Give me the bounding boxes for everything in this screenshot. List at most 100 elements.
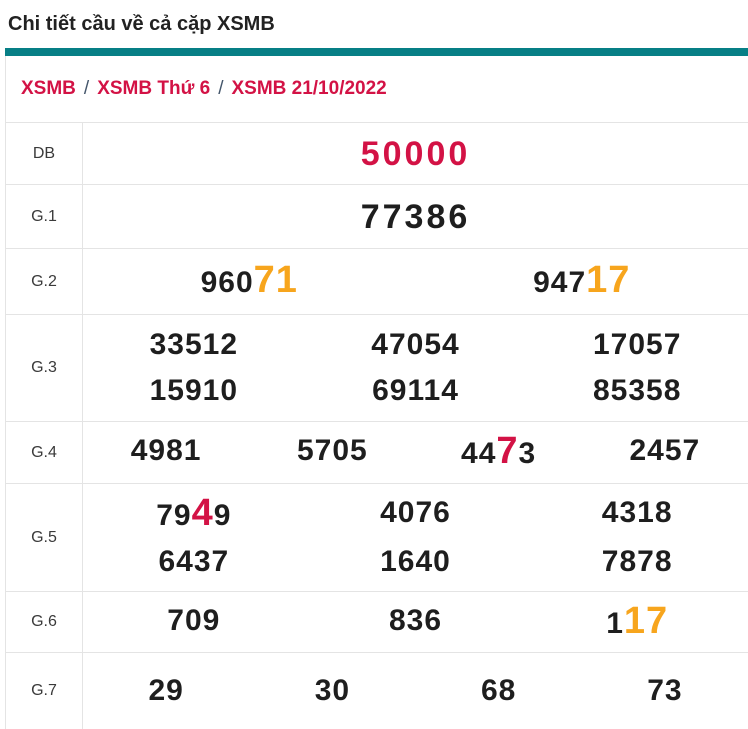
highlighted-digit: 7 — [496, 430, 518, 472]
prize-number: 29 — [83, 668, 249, 714]
prize-number: 30 — [249, 668, 415, 714]
prize-line: 50000 — [83, 131, 748, 177]
number-segment: 1640 — [380, 545, 451, 578]
prize-row-content: 33512 47054 17057 15910 69114 85358 — [83, 315, 748, 421]
content-panel: XSMB / XSMB Thứ 6 / XSMB 21/10/2022 DB 50… — [5, 56, 748, 729]
number-segment: 9 — [214, 499, 232, 532]
prize-number: 7878 — [526, 539, 748, 585]
prize-number: 94717 — [416, 257, 748, 306]
breadcrumb-link-weekday[interactable]: XSMB Thứ 6 — [97, 78, 210, 100]
prize-row-content: 29 30 68 73 — [83, 653, 748, 729]
number-segment: 5705 — [297, 434, 368, 467]
prize-number: 836 — [305, 598, 527, 647]
prize-number: 17057 — [526, 322, 748, 368]
highlighted-digit: 71 — [254, 259, 298, 301]
highlighted-digit: 4 — [192, 492, 214, 534]
prize-row-label: G.1 — [6, 185, 83, 248]
prize-number: 73 — [582, 668, 748, 714]
prize-number: 85358 — [526, 368, 748, 414]
number-segment: 47054 — [371, 328, 459, 361]
prize-number: 7949 — [83, 490, 305, 539]
prize-line: 77386 — [83, 194, 748, 240]
prize-number: 4318 — [526, 490, 748, 539]
prize-row-content: 709 836 117 — [83, 592, 748, 652]
page-title: Chi tiết cầu về cả cặp XSMB — [0, 0, 748, 48]
prize-line: 6437 1640 7878 — [83, 539, 748, 585]
prize-row-label: G.7 — [6, 653, 83, 729]
number-segment: 836 — [389, 604, 442, 637]
prize-number: 69114 — [305, 368, 527, 414]
number-segment: 30 — [315, 674, 350, 707]
prize-line: 29 30 68 73 — [83, 668, 748, 714]
prize-row: G.1 77386 — [6, 185, 748, 249]
highlighted-digit: 17 — [624, 600, 668, 642]
number-segment: 709 — [167, 604, 220, 637]
prize-row-content: 77386 — [83, 185, 748, 248]
number-segment: 960 — [201, 266, 254, 299]
number-segment: 69114 — [372, 374, 459, 407]
prize-number: 5705 — [249, 428, 415, 477]
prize-line: 709 836 117 — [83, 598, 748, 647]
prize-row-label: G.6 — [6, 592, 83, 652]
prize-number: 4076 — [305, 490, 527, 539]
breadcrumb-separator: / — [218, 78, 223, 100]
prize-number: 4981 — [83, 428, 249, 477]
number-segment: 73 — [647, 674, 682, 707]
prize-number: 68 — [416, 668, 582, 714]
number-segment: 15910 — [150, 374, 238, 407]
prize-number: 15910 — [83, 368, 305, 414]
prize-row-label: DB — [6, 123, 83, 184]
highlighted-digit: 17 — [586, 259, 630, 301]
prize-row: G.7 29 30 68 73 — [6, 653, 748, 729]
breadcrumb-link-xsmb[interactable]: XSMB — [21, 78, 76, 100]
prize-row-content: 7949 4076 4318 6437 1640 7878 — [83, 484, 748, 591]
prize-line: 15910 69114 85358 — [83, 368, 748, 414]
number-segment: 50000 — [361, 135, 471, 173]
number-segment: 79 — [156, 499, 191, 532]
prize-row-content: 50000 — [83, 123, 748, 184]
prize-number: 50000 — [83, 131, 748, 177]
prize-row-label: G.2 — [6, 249, 83, 314]
number-segment: 68 — [481, 674, 516, 707]
number-segment: 3 — [519, 437, 537, 470]
number-segment: 77386 — [361, 198, 471, 236]
breadcrumb-link-date[interactable]: XSMB 21/10/2022 — [231, 78, 386, 100]
prize-line: 33512 47054 17057 — [83, 322, 748, 368]
prize-number: 96071 — [83, 257, 416, 306]
number-segment: 4981 — [131, 434, 202, 467]
breadcrumb-separator: / — [84, 78, 89, 100]
number-segment: 85358 — [593, 374, 681, 407]
prize-number: 77386 — [83, 194, 748, 240]
number-segment: 1 — [606, 607, 624, 640]
prize-row: G.3 33512 47054 17057 15910 69114 85358 — [6, 315, 748, 422]
prize-row-label: G.5 — [6, 484, 83, 591]
prize-number: 2457 — [582, 428, 748, 477]
accent-bar — [5, 48, 748, 56]
number-segment: 7878 — [602, 545, 673, 578]
prize-number: 6437 — [83, 539, 305, 585]
number-segment: 33512 — [150, 328, 238, 361]
prize-number: 1640 — [305, 539, 527, 585]
number-segment: 29 — [148, 674, 183, 707]
prize-number: 47054 — [305, 322, 527, 368]
prize-number: 709 — [83, 598, 305, 647]
breadcrumb: XSMB / XSMB Thứ 6 / XSMB 21/10/2022 — [6, 56, 748, 122]
number-segment: 4318 — [602, 496, 673, 529]
prize-row-label: G.3 — [6, 315, 83, 421]
number-segment: 6437 — [158, 545, 229, 578]
number-segment: 4076 — [380, 496, 451, 529]
prize-row: DB 50000 — [6, 123, 748, 185]
prize-row-label: G.4 — [6, 422, 83, 483]
prize-number: 4473 — [416, 428, 582, 477]
number-segment: 17057 — [593, 328, 681, 361]
number-segment: 947 — [533, 266, 586, 299]
number-segment: 44 — [461, 437, 496, 470]
